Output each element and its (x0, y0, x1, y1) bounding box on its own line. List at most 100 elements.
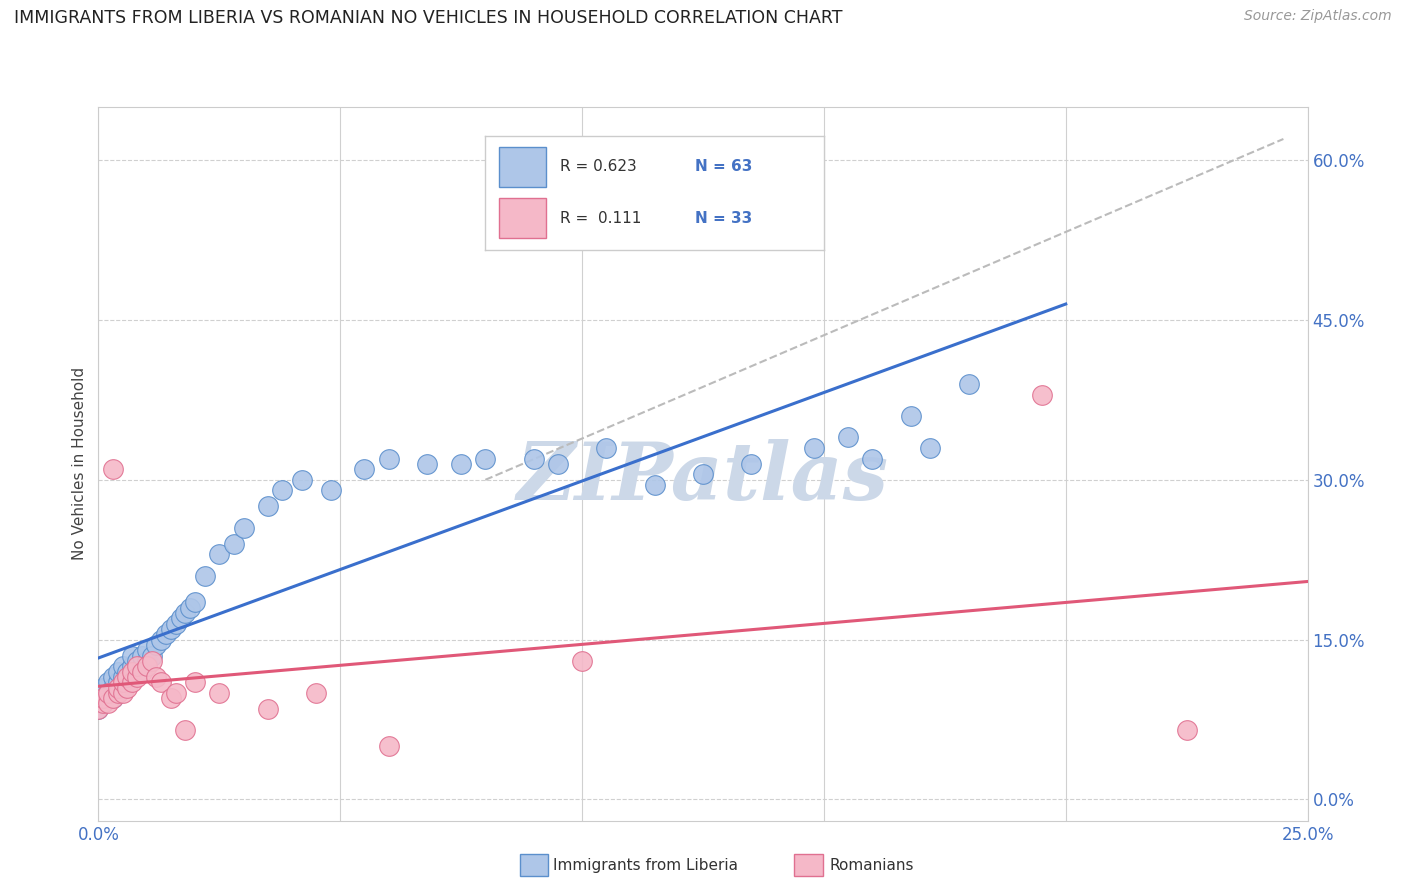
Point (377, 739, 399, 753)
Point (107, 686, 129, 700)
Point (290, 473, 312, 487)
Point (145, 670, 167, 684)
Point (101, 462, 124, 476)
Point (692, 467, 714, 482)
Point (450, 457, 472, 471)
Point (803, 441, 825, 455)
Point (91, 691, 114, 706)
Text: Romanians: Romanians (830, 858, 914, 872)
Point (184, 595, 207, 609)
Point (150, 632, 173, 647)
Point (837, 430, 859, 444)
Point (117, 681, 139, 695)
Point (141, 648, 163, 663)
Point (121, 659, 143, 673)
Point (160, 622, 183, 636)
Point (127, 654, 149, 668)
Y-axis label: No Vehicles in Household: No Vehicles in Household (72, 368, 87, 560)
Point (107, 665, 129, 679)
Point (97, 675, 120, 690)
Point (957, 376, 980, 391)
Point (184, 675, 207, 690)
Text: IMMIGRANTS FROM LIBERIA VS ROMANIAN NO VEHICLES IN HOUSEHOLD CORRELATION CHART: IMMIGRANTS FROM LIBERIA VS ROMANIAN NO V… (14, 9, 842, 27)
Point (117, 670, 139, 684)
Point (111, 659, 134, 673)
Point (107, 681, 129, 695)
Point (127, 659, 149, 673)
Point (377, 451, 399, 466)
Point (860, 451, 883, 466)
Point (111, 675, 134, 690)
Point (135, 654, 157, 668)
Text: ZIPatlas: ZIPatlas (517, 440, 889, 516)
Point (789, 227, 811, 242)
Point (101, 691, 124, 706)
Point (174, 723, 197, 738)
Text: Source: ZipAtlas.com: Source: ZipAtlas.com (1244, 9, 1392, 23)
Point (91, 691, 114, 706)
Point (127, 670, 149, 684)
Point (131, 659, 153, 673)
Point (474, 451, 496, 466)
Point (117, 675, 139, 690)
Point (121, 675, 143, 690)
Point (121, 670, 143, 684)
Point (155, 627, 177, 641)
Point (101, 691, 124, 706)
Point (169, 611, 191, 625)
Text: Immigrants from Liberia: Immigrants from Liberia (553, 858, 738, 872)
Point (571, 654, 593, 668)
Point (87, 702, 110, 716)
Point (416, 457, 439, 471)
Point (135, 643, 157, 657)
Point (353, 462, 375, 476)
Point (107, 675, 129, 690)
Point (97, 697, 120, 711)
Point (141, 654, 163, 668)
Point (135, 659, 157, 673)
Point (740, 457, 762, 471)
Point (160, 691, 183, 706)
Point (232, 521, 254, 535)
Point (208, 686, 231, 700)
Point (131, 648, 153, 663)
Point (208, 547, 231, 561)
Point (256, 702, 278, 716)
Point (1031, 387, 1053, 401)
Point (150, 675, 173, 690)
Point (595, 441, 617, 455)
Point (111, 686, 134, 700)
Point (900, 409, 922, 423)
Point (222, 537, 245, 551)
Point (145, 638, 167, 652)
Point (91, 697, 114, 711)
Point (174, 606, 197, 620)
Point (271, 483, 294, 498)
Point (91, 697, 114, 711)
Point (121, 648, 143, 663)
Point (97, 686, 120, 700)
Point (547, 457, 569, 471)
Point (107, 686, 129, 700)
Point (319, 483, 342, 498)
Point (256, 500, 278, 514)
Point (111, 681, 134, 695)
Point (305, 686, 328, 700)
Point (87, 702, 110, 716)
Point (91, 681, 114, 695)
Point (194, 568, 217, 582)
Point (121, 665, 143, 679)
Point (165, 686, 187, 700)
Point (179, 600, 201, 615)
Point (101, 681, 124, 695)
Point (97, 691, 120, 706)
Point (111, 670, 134, 684)
Point (644, 478, 666, 492)
Point (117, 665, 139, 679)
Point (920, 441, 942, 455)
Point (97, 686, 120, 700)
Point (165, 616, 187, 631)
Point (131, 665, 153, 679)
Point (523, 451, 546, 466)
Point (127, 665, 149, 679)
